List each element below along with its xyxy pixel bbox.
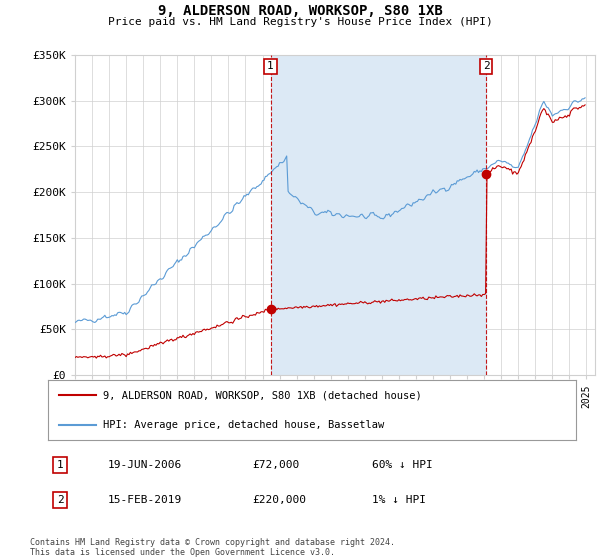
Text: 1: 1 [267, 62, 274, 72]
Text: 19-JUN-2006: 19-JUN-2006 [108, 460, 182, 470]
Text: 60% ↓ HPI: 60% ↓ HPI [372, 460, 433, 470]
Text: £220,000: £220,000 [252, 495, 306, 505]
Text: 1% ↓ HPI: 1% ↓ HPI [372, 495, 426, 505]
Text: 15-FEB-2019: 15-FEB-2019 [108, 495, 182, 505]
Text: 2: 2 [56, 495, 64, 505]
Text: 9, ALDERSON ROAD, WORKSOP, S80 1XB: 9, ALDERSON ROAD, WORKSOP, S80 1XB [158, 4, 442, 18]
Text: £72,000: £72,000 [252, 460, 299, 470]
Text: 1: 1 [56, 460, 64, 470]
Bar [271, 55, 486, 375]
Text: Contains HM Land Registry data © Crown copyright and database right 2024.
This d: Contains HM Land Registry data © Crown c… [30, 538, 395, 557]
Text: 2: 2 [483, 62, 490, 72]
Text: Price paid vs. HM Land Registry's House Price Index (HPI): Price paid vs. HM Land Registry's House … [107, 17, 493, 27]
Text: 9, ALDERSON ROAD, WORKSOP, S80 1XB (detached house): 9, ALDERSON ROAD, WORKSOP, S80 1XB (deta… [103, 390, 422, 400]
Text: HPI: Average price, detached house, Bassetlaw: HPI: Average price, detached house, Bass… [103, 420, 385, 430]
